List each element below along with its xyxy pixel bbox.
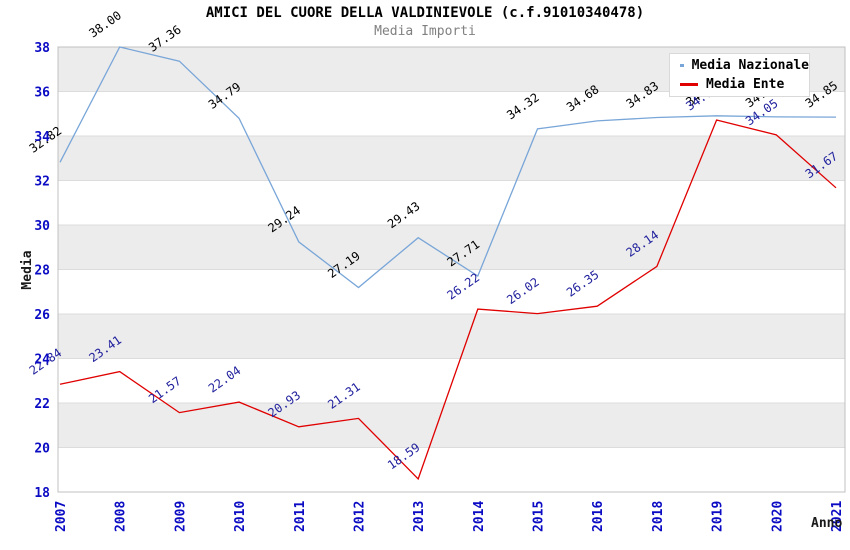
point-label-ente: 26.02 — [504, 275, 542, 307]
y-tick-label: 20 — [34, 442, 50, 457]
chart-title: AMICI DEL CUORE DELLA VALDINIEVOLE (c.f.… — [205, 5, 645, 21]
y-tick-label: 28 — [34, 264, 50, 279]
series-line-media-ente — [59, 119, 837, 481]
y-tick-label: 32 — [34, 175, 50, 190]
y-tick-label: 34 — [34, 130, 50, 145]
point-label-nazionale: 34.32 — [504, 90, 542, 122]
x-tick-label: 2018 — [651, 501, 666, 532]
x-tick-label: 2021 — [830, 501, 845, 532]
legend-label-media-nazionale: Media Nazionale — [691, 58, 809, 74]
legend-swatch-media-nazionale — [680, 64, 684, 68]
y-tick-label: 26 — [34, 308, 50, 323]
legend-label-media-ente: Media Ente — [706, 76, 785, 92]
legend-swatch-media-ente — [680, 82, 698, 86]
grid-band — [58, 314, 845, 359]
point-label-ente: 26.22 — [444, 270, 482, 302]
y-tick-label: 36 — [34, 86, 50, 101]
x-tick-label: 2020 — [770, 501, 785, 532]
x-tick-label: 2013 — [412, 501, 427, 532]
y-tick-label: 22 — [34, 397, 50, 412]
x-tick-label: 2010 — [233, 501, 248, 532]
series-line-media-nazionale — [59, 46, 837, 289]
x-tick-label: 2007 — [54, 501, 69, 532]
point-label-ente: 22.04 — [206, 363, 244, 395]
x-tick-label: 2011 — [293, 501, 308, 532]
point-label-ente: 21.57 — [146, 374, 184, 406]
chart-subtitle: Media Importi — [374, 24, 476, 39]
y-tick-label: 38 — [34, 41, 50, 56]
legend-item-media-ente: Media Ente — [680, 77, 809, 92]
x-tick-label: 2016 — [591, 501, 606, 532]
x-tick-label: 2012 — [353, 501, 368, 532]
x-tick-label: 2015 — [532, 501, 547, 532]
y-tick-label: 24 — [34, 353, 50, 368]
plot-border — [57, 46, 846, 493]
chart-header: AMICI DEL CUORE DELLA VALDINIEVOLE (c.f.… — [0, 5, 850, 39]
x-tick-label: 2014 — [472, 501, 487, 532]
legend-item-media-nazionale: Media Nazionale — [680, 58, 809, 73]
y-axis-title: Media — [20, 250, 35, 289]
grid-band — [58, 136, 845, 181]
x-tick-label: 2008 — [114, 501, 129, 532]
x-tick-label: 2019 — [711, 501, 726, 532]
x-tick-label: 2009 — [173, 501, 188, 532]
point-label-nazionale: 38.00 — [86, 8, 124, 40]
point-label-ente: 26.35 — [564, 267, 602, 299]
y-tick-label: 30 — [34, 219, 50, 234]
y-tick-label: 18 — [34, 486, 50, 501]
legend: Media Nazionale Media Ente — [669, 53, 810, 97]
x-axis-title: Anno — [811, 516, 842, 531]
grid-band — [58, 225, 845, 270]
